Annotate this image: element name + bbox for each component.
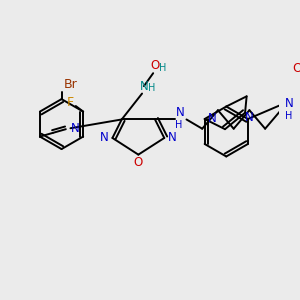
Text: O: O (150, 59, 160, 72)
Text: N: N (245, 111, 254, 124)
Text: H: H (285, 111, 292, 121)
Text: N: N (168, 131, 177, 145)
Text: N: N (176, 106, 184, 119)
Text: Br: Br (64, 78, 78, 91)
Text: N: N (71, 122, 80, 135)
Text: N: N (100, 131, 109, 145)
Text: H: H (176, 120, 183, 130)
Text: F: F (67, 96, 74, 109)
Text: H: H (159, 63, 166, 73)
Text: O: O (134, 157, 143, 169)
Text: N: N (208, 112, 216, 125)
Text: H: H (148, 83, 155, 93)
Text: O: O (292, 62, 300, 75)
Text: N: N (285, 97, 294, 110)
Text: N: N (140, 80, 148, 93)
